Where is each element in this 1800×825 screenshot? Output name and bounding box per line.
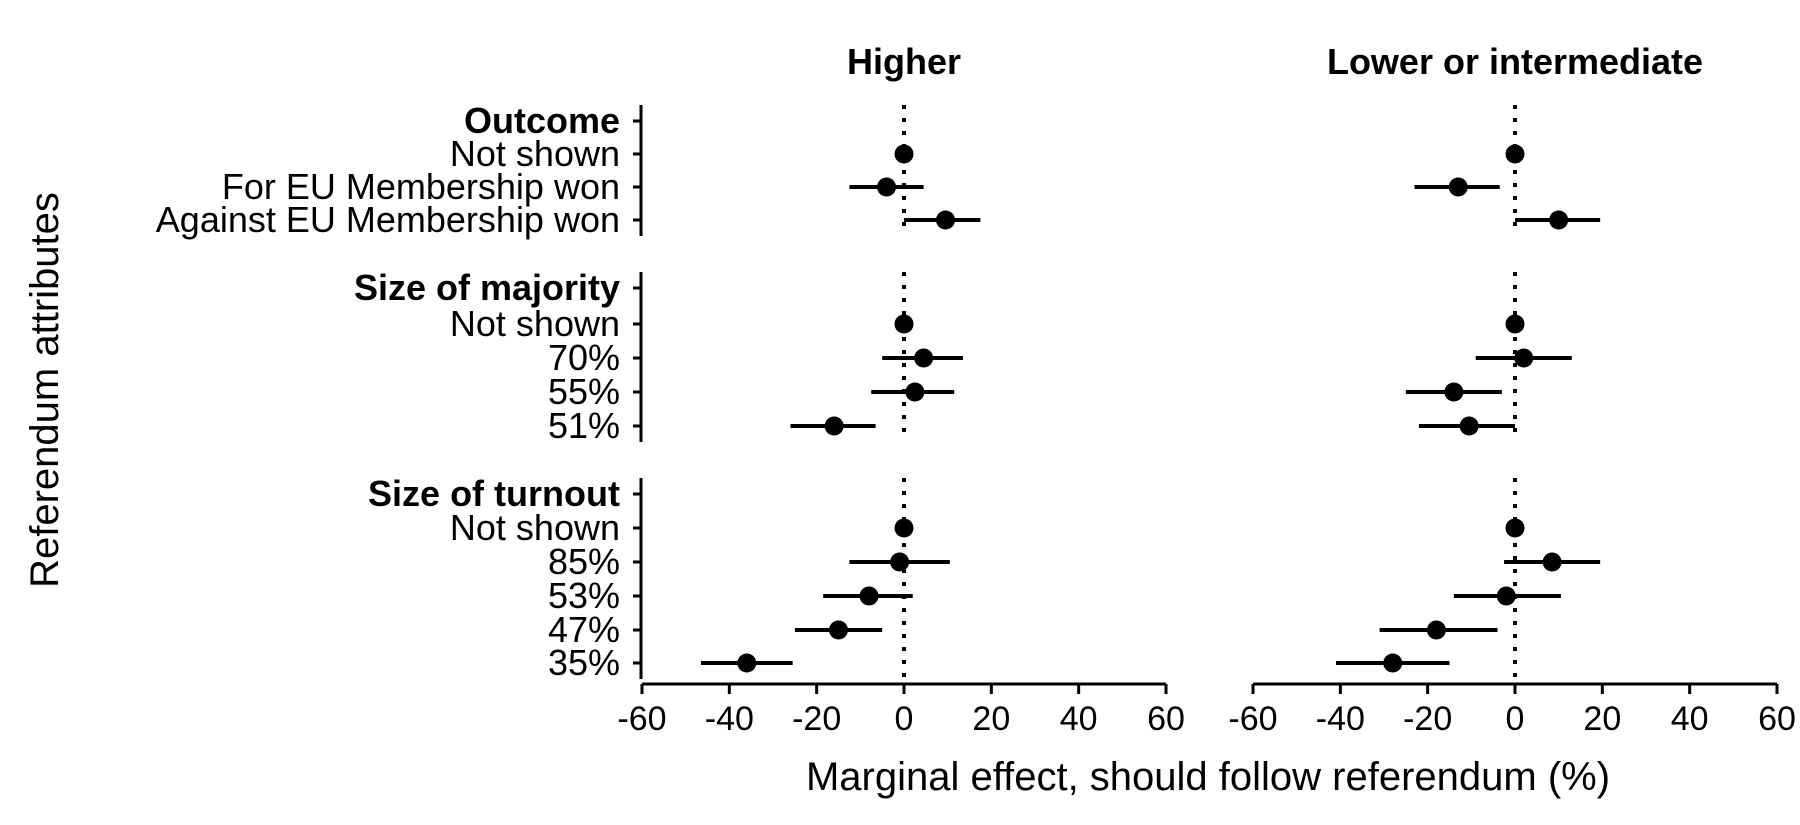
group-header-label: Size of majority — [354, 267, 620, 308]
x-tick-label: 60 — [1147, 700, 1185, 738]
point-estimate — [1542, 552, 1562, 572]
x-tick-label: 60 — [1758, 700, 1796, 738]
point-estimate — [1459, 416, 1479, 436]
point-estimate — [935, 210, 955, 230]
point-estimate — [1549, 210, 1569, 230]
x-axis-title: Marginal effect, should follow referendu… — [806, 755, 1610, 799]
point-estimate — [859, 586, 879, 606]
point-estimate — [1505, 144, 1525, 164]
point-estimate — [1426, 620, 1446, 640]
x-tick-label: -40 — [1316, 700, 1365, 738]
row-label: 70% — [548, 337, 620, 378]
row-label: Against EU Membership won — [156, 199, 620, 240]
point-estimate — [737, 653, 757, 673]
point-estimate — [1505, 314, 1525, 334]
y-axis-title: Referendum attributes — [23, 192, 67, 588]
row-label: Not shown — [450, 133, 620, 174]
point-estimate — [894, 144, 914, 164]
group-header-label: Size of turnout — [368, 473, 620, 514]
row-label: 51% — [548, 405, 620, 446]
panel: Lower or intermediate -60 -40 -20 0 20 40 60 — [1228, 41, 1795, 738]
panel: Higher -60 -40 -20 0 20 40 60 — [617, 41, 1184, 738]
point-estimate — [1448, 177, 1468, 197]
x-tick-label: 40 — [1671, 700, 1709, 738]
row-label: Not shown — [450, 303, 620, 344]
x-tick-label: -20 — [1403, 700, 1452, 738]
point-estimate — [824, 416, 844, 436]
point-estimate — [1514, 348, 1534, 368]
point-estimate — [1505, 518, 1525, 538]
row-label: 53% — [548, 575, 620, 616]
point-estimate — [1444, 382, 1464, 402]
point-estimate — [894, 518, 914, 538]
row-label: 55% — [548, 371, 620, 412]
row-label: Not shown — [450, 507, 620, 548]
x-tick-label: 0 — [1506, 700, 1525, 738]
point-estimate — [1383, 653, 1403, 673]
x-tick-label: 40 — [1060, 700, 1098, 738]
row-label: 35% — [548, 642, 620, 683]
x-tick-label: 20 — [972, 700, 1010, 738]
point-estimate — [1496, 586, 1516, 606]
x-tick-label: 20 — [1583, 700, 1621, 738]
x-tick-label: -20 — [792, 700, 841, 738]
point-estimate — [877, 177, 897, 197]
x-tick-label: -60 — [617, 700, 666, 738]
row-label: For EU Membership won — [222, 166, 620, 207]
row-label: 85% — [548, 541, 620, 582]
point-estimate — [905, 382, 925, 402]
x-tick-label: -60 — [1228, 700, 1277, 738]
point-estimate — [914, 348, 934, 368]
point-estimate — [890, 552, 910, 572]
point-estimate — [829, 620, 848, 640]
x-tick-label: -40 — [705, 700, 754, 738]
group-header-label: Outcome — [464, 100, 620, 141]
point-estimate — [894, 314, 914, 334]
row-label: 47% — [548, 609, 620, 650]
facet-title: Lower or intermediate — [1327, 41, 1703, 82]
x-tick-label: 0 — [895, 700, 914, 738]
facet-title: Higher — [847, 41, 961, 82]
